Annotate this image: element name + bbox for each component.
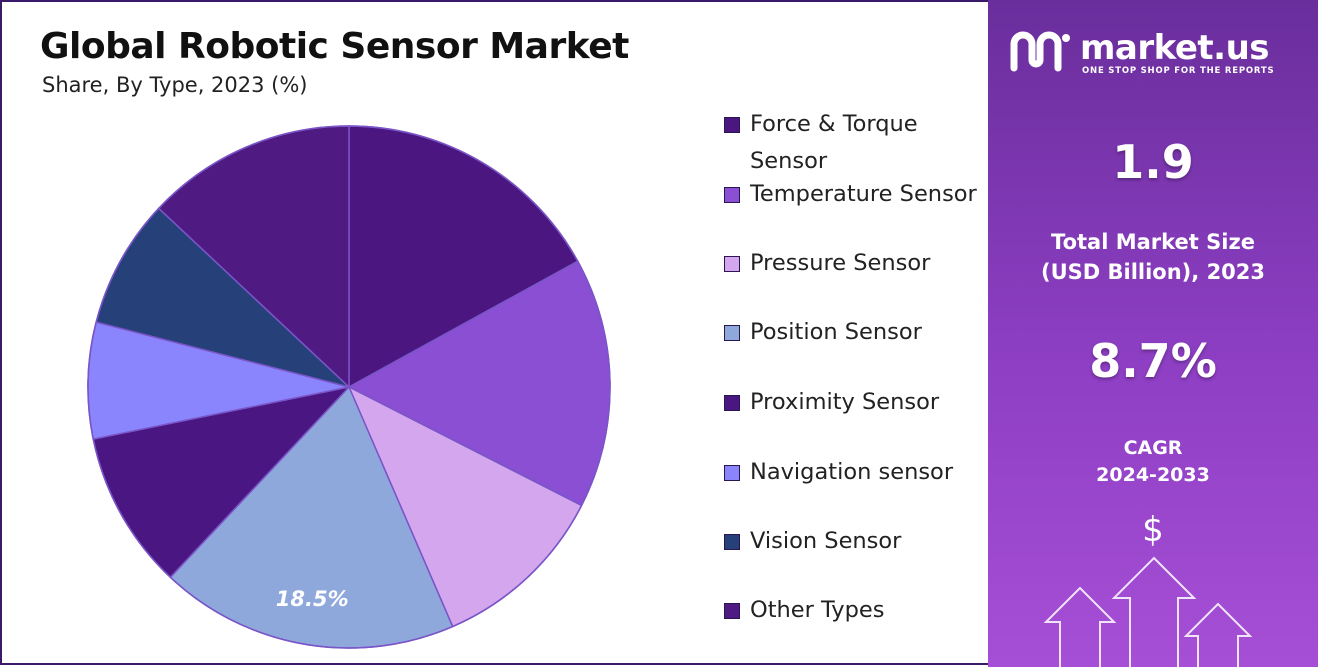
legend-swatch	[724, 465, 740, 481]
chart-title: Global Robotic Sensor Market	[40, 26, 629, 67]
legend-label: Temperature Sensor	[750, 181, 977, 207]
pie-outline	[87, 125, 611, 649]
legend-swatch	[724, 395, 740, 411]
cagr-label: CAGR 2024-2033	[988, 435, 1318, 489]
pie-chart: 18.5%	[87, 125, 611, 649]
pie-data-label: 18.5%	[276, 587, 349, 611]
legend-swatch	[724, 256, 740, 272]
legend-swatch	[724, 117, 740, 133]
legend-label: Pressure Sensor	[750, 250, 931, 276]
cagr-value: 8.7%	[1089, 334, 1217, 388]
legend-label: Vision Sensor	[750, 528, 902, 554]
market-size-label: Total Market Size (USD Billion), 2023	[1040, 230, 1266, 284]
legend-label: Force & Torque Sensor	[750, 111, 918, 174]
brand-tagline: ONE STOP SHOP FOR THE REPORTS	[1082, 66, 1275, 76]
legend-swatch	[724, 187, 740, 203]
legend-label: Proximity Sensor	[750, 389, 940, 415]
legend-label: Other Types	[750, 597, 885, 623]
brand-name: market.us	[1080, 28, 1270, 68]
legend-swatch	[724, 603, 740, 619]
growth-arrows-icon	[1043, 556, 1253, 667]
market-us-logo-icon	[1010, 31, 1070, 72]
chart-panel: Global Robotic Sensor Market Share, By T…	[0, 0, 988, 665]
market-size-value: 1.9	[1112, 135, 1194, 189]
cagr-label-line2: 2024-2033	[1096, 464, 1210, 486]
cagr-label-line1: CAGR	[1123, 437, 1183, 459]
legend-label: Position Sensor	[750, 319, 922, 345]
stats-sidebar: market.us ONE STOP SHOP FOR THE REPORTS …	[988, 0, 1318, 667]
chart-subtitle: Share, By Type, 2023 (%)	[42, 73, 308, 97]
legend-swatch	[724, 534, 740, 550]
legend-swatch	[724, 325, 740, 341]
dollar-icon: $	[1142, 510, 1164, 550]
legend-label: Navigation sensor	[750, 459, 954, 485]
